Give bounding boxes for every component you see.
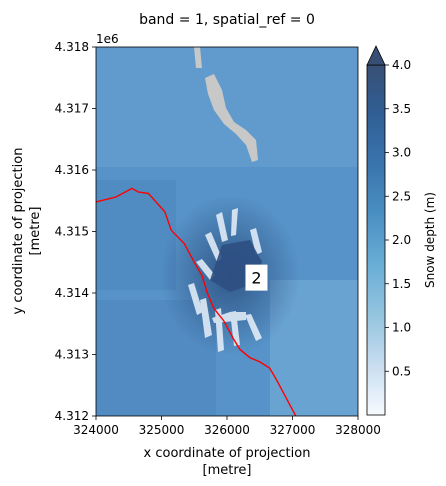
y-tick-label: 4.318 (55, 40, 89, 54)
colorbar-tick-label: 2.5 (392, 189, 411, 203)
annotation-label: 2 (245, 264, 268, 291)
y-tick-label: 4.316 (55, 163, 89, 177)
x-tick-label: 328000 (335, 423, 381, 437)
y-tick-label: 4.317 (55, 102, 89, 116)
y-axis-label: y coordinate of projection (11, 148, 26, 315)
x-tick-label: 324000 (73, 423, 119, 437)
y-tick-label: 4.312 (55, 409, 89, 423)
colorbar-tick-label: 3.0 (392, 146, 411, 160)
colorbar-gradient (366, 64, 386, 416)
colorbar-label: Snow depth (m) (423, 192, 437, 288)
y-tick-label: 4.313 (55, 348, 89, 362)
colorbar-extend-arrow (366, 45, 386, 66)
y-offset-label: 1e6 (96, 32, 119, 46)
colorbar-tick-label: 2.0 (392, 233, 411, 247)
annotation-box (245, 264, 268, 291)
x-axis-label: x coordinate of projection (144, 446, 311, 461)
x-axis-unit: [metre] (203, 463, 252, 478)
colorbar-tick-label: 1.5 (392, 277, 411, 291)
colorbar-tick-label: 4.0 (392, 58, 411, 72)
y-tick-label: 4.314 (55, 286, 89, 300)
chart-title: band = 1, spatial_ref = 0 (139, 12, 315, 28)
colorbar-ticks: 0.5 1.0 1.5 2.0 2.5 3.0 3.5 4.0 (385, 58, 411, 378)
colorbar: 0.5 1.0 1.5 2.0 2.5 3.0 3.5 4.0 Snow depth (m) (366, 45, 437, 416)
x-tick-label: 326000 (204, 423, 250, 437)
boundary-line (96, 187, 297, 416)
y-axis-unit: [metre] (28, 207, 43, 256)
x-axis-ticks: 324000 325000 326000 327000 328000 (73, 416, 381, 437)
y-tick-label: 4.315 (55, 225, 89, 239)
snow-depth-raster (96, 47, 358, 416)
colorbar-tick-label: 0.5 (392, 364, 411, 378)
colorbar-tick-label: 3.5 (392, 102, 411, 116)
x-tick-label: 327000 (270, 423, 316, 437)
annotation-text: 2 (251, 269, 261, 288)
x-tick-label: 325000 (139, 423, 185, 437)
colorbar-tick-label: 1.0 (392, 321, 411, 335)
no-data-region (194, 47, 258, 162)
y-axis-ticks: 4.312 4.313 4.314 4.315 4.316 4.317 4.318 (55, 40, 96, 423)
